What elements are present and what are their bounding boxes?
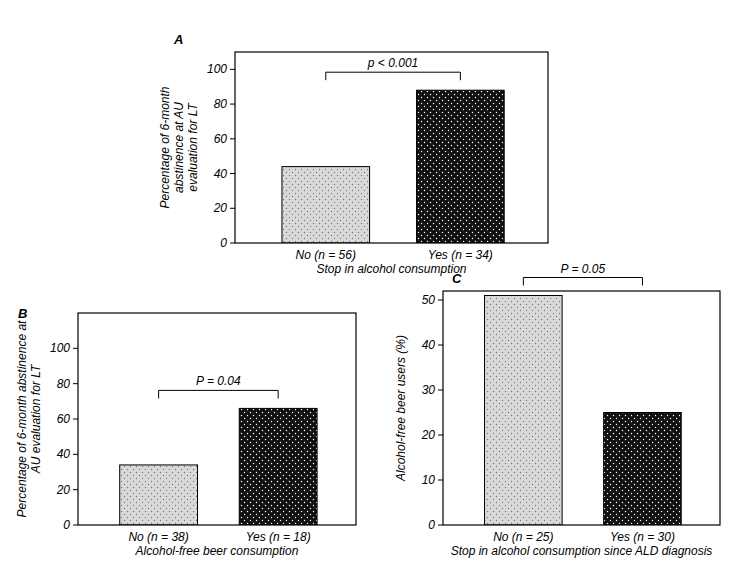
y-tick-label: 40	[214, 167, 228, 181]
x-tick-label: No (n = 56)	[296, 248, 356, 262]
figure: A020406080100No (n = 56)Yes (n = 34)Stop…	[0, 0, 747, 569]
frame	[78, 313, 356, 525]
y-tick	[73, 348, 78, 349]
x-tick-label: Yes (n = 34)	[428, 248, 493, 262]
y-tick-label: 20	[421, 428, 436, 442]
y-tick-label: 80	[214, 97, 228, 111]
y-tick	[438, 345, 443, 346]
annotation: p < 0.001	[367, 56, 418, 70]
y-tick	[73, 419, 78, 420]
y-tick	[230, 243, 235, 244]
y-tick-label: 10	[422, 473, 436, 487]
bars	[120, 408, 317, 525]
y-axis-label: Alcohol-free beer users (%)	[394, 335, 408, 482]
bar	[485, 296, 563, 526]
x-tick-label: No (n = 38)	[128, 530, 188, 544]
panel-label: B	[18, 306, 27, 321]
y-tick	[438, 435, 443, 436]
y-tick-label: 40	[422, 338, 436, 352]
x-tick-label: No (n = 25)	[493, 530, 553, 544]
x-tick-label: Yes (n = 30)	[610, 530, 675, 544]
y-tick	[438, 300, 443, 301]
panel-label: C	[452, 271, 462, 286]
y-tick	[438, 525, 443, 526]
y-tick-label: 40	[57, 447, 71, 461]
y-axis-label: Percentage of 6-monthabstinence at AUeva…	[158, 86, 200, 208]
significance-bracket	[523, 278, 642, 286]
x-tick-label: Yes (n = 18)	[246, 530, 311, 544]
x-axis-label: Alcohol-free beer consumption	[135, 544, 299, 558]
bar	[604, 413, 682, 526]
significance-bracket	[159, 390, 279, 398]
bars	[485, 296, 682, 526]
bar	[282, 167, 370, 243]
y-tick-label: 100	[50, 341, 70, 355]
y-tick	[73, 454, 78, 455]
panel-label: A	[173, 32, 183, 47]
frame	[443, 291, 720, 525]
y-tick-label: 0	[220, 236, 227, 250]
y-axis-label: Percentage of 6-month abstinence atAU ev…	[15, 320, 43, 517]
annotation: P = 0.05	[561, 262, 606, 276]
x-axis-label: Stop in alcohol consumption since ALD di…	[451, 544, 713, 558]
annotation: P = 0.04	[196, 374, 241, 388]
y-tick-label: 80	[57, 377, 71, 391]
y-tick	[230, 69, 235, 70]
y-tick-label: 20	[213, 201, 228, 215]
y-tick	[230, 104, 235, 105]
y-tick	[230, 208, 235, 209]
frame	[235, 52, 548, 243]
y-tick	[438, 480, 443, 481]
y-tick	[230, 173, 235, 174]
bar	[120, 465, 198, 525]
y-tick	[73, 489, 78, 490]
y-tick	[73, 383, 78, 384]
y-tick-label: 60	[214, 132, 228, 146]
x-axis-label: Stop in alcohol consumption	[316, 262, 466, 276]
panel: A 0 20 40 60 80 100 No (n = 56) Yes (n = 34)Stop…	[158, 32, 548, 276]
bars	[282, 90, 504, 243]
y-tick-label: 100	[207, 62, 227, 76]
y-tick-label: 50	[422, 293, 436, 307]
panel: C 0 10 20 30 40 50 No (n = 25) Yes (n = 30)Stop …	[394, 262, 720, 559]
y-tick-label: 0	[428, 518, 435, 532]
panel: B 0 20 40 60 80 100 No (n = 38) Yes (n = 18)Alco…	[15, 306, 356, 558]
y-tick	[230, 138, 235, 139]
y-tick-label: 0	[63, 518, 70, 532]
bar	[239, 408, 317, 525]
y-tick	[438, 390, 443, 391]
y-tick-label: 20	[56, 483, 71, 497]
y-tick	[73, 525, 78, 526]
bar	[417, 90, 505, 243]
y-tick-label: 60	[57, 412, 71, 426]
y-tick-label: 30	[422, 383, 436, 397]
significance-bracket	[326, 72, 461, 80]
